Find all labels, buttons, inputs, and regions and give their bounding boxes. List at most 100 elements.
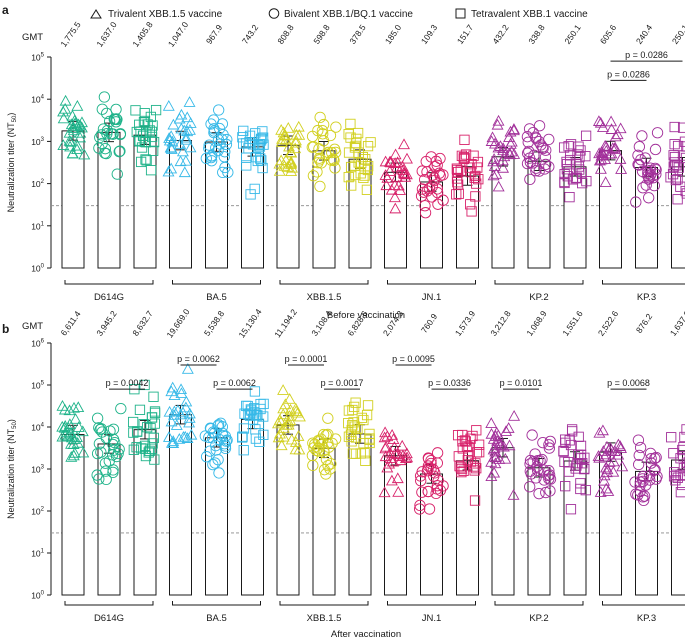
legend-label: Bivalent XBB.1/BQ.1 vaccine <box>284 9 413 20</box>
data-point-triangle <box>289 443 302 455</box>
data-point-triangle <box>289 136 302 148</box>
data-point-square <box>345 132 356 143</box>
data-point-circle <box>524 173 536 186</box>
gmt-value: 250.1 <box>562 22 583 45</box>
data-point-square <box>365 137 376 148</box>
data-point-square <box>451 163 462 174</box>
data-point-square <box>670 475 681 486</box>
data-point-triangle <box>283 393 296 404</box>
gmt-value: 240.4 <box>634 22 655 45</box>
data-point-triangle <box>284 146 297 158</box>
category-bracket <box>64 280 154 285</box>
data-point-circle <box>213 467 225 479</box>
y-tick-base: 10 <box>31 549 41 559</box>
p-value-label: p = 0.0101 <box>500 378 543 388</box>
data-point-circle <box>524 156 537 168</box>
y-axis-label-subscript: 50 <box>12 115 18 122</box>
data-point-square <box>465 199 476 210</box>
data-point-circle <box>212 144 224 157</box>
data-point-square <box>343 431 355 442</box>
data-point-triangle <box>496 154 509 166</box>
data-point-square <box>561 156 572 168</box>
data-point-triangle <box>175 108 188 120</box>
gmt-value: 1,405.8 <box>130 20 155 49</box>
bar-XBB.1.5-1 <box>312 447 336 596</box>
data-point-square <box>245 404 256 415</box>
category-bracket <box>602 601 685 606</box>
data-point-triangle <box>293 129 306 140</box>
data-point-circle <box>526 429 538 441</box>
data-point-square <box>145 423 156 434</box>
p-value-label: p = 0.0336 <box>428 378 471 388</box>
data-point-square <box>565 139 577 150</box>
data-point-square <box>360 455 371 466</box>
data-point-square <box>246 405 257 416</box>
data-point-square <box>145 111 156 123</box>
data-point-triangle <box>607 455 620 467</box>
data-point-square <box>472 162 483 173</box>
data-point-triangle <box>594 163 607 174</box>
data-point-triangle <box>601 463 614 475</box>
data-point-square <box>350 169 361 181</box>
data-point-circle <box>325 458 337 470</box>
data-point-circle <box>644 169 657 181</box>
data-point-circle <box>213 122 226 135</box>
data-point-square <box>141 155 152 166</box>
data-point-triangle <box>489 451 502 463</box>
data-point-triangle <box>66 147 79 159</box>
category-bracket <box>64 601 154 606</box>
data-point-triangle <box>181 363 194 374</box>
data-point-triangle <box>507 489 520 500</box>
gmt-value: 109.3 <box>419 22 440 45</box>
data-point-square <box>558 142 570 153</box>
data-point-square <box>346 180 357 191</box>
gmt-value: 605.6 <box>598 22 619 45</box>
legend-triangle-icon <box>90 9 102 19</box>
data-point-square <box>574 164 585 175</box>
data-point-circle <box>419 200 431 212</box>
data-point-square <box>558 446 569 457</box>
data-point-square <box>575 145 586 156</box>
data-point-square <box>680 152 685 164</box>
data-point-circle <box>523 123 536 135</box>
data-point-square <box>560 437 571 448</box>
data-point-circle <box>649 162 661 175</box>
y-tick-exponent: 5 <box>41 53 45 59</box>
data-point-circle <box>428 172 440 184</box>
data-point-circle <box>217 166 229 179</box>
data-point-circle <box>313 436 325 448</box>
data-point-square <box>237 431 248 442</box>
data-point-circle <box>317 118 330 131</box>
data-point-circle <box>415 475 427 487</box>
data-point-square <box>150 104 162 116</box>
data-point-triangle <box>600 466 613 478</box>
y-tick-base: 10 <box>31 507 41 517</box>
gmt-value: 1,551.6 <box>560 309 585 338</box>
data-point-square <box>572 149 583 160</box>
data-point-square <box>457 443 468 454</box>
data-point-triangle <box>67 449 80 461</box>
data-point-triangle <box>179 154 192 166</box>
gmt-value: 378.5 <box>347 22 368 45</box>
data-point-square <box>451 173 463 184</box>
data-point-square <box>580 485 591 496</box>
data-point-square <box>244 408 256 419</box>
y-axis-label: Neutralization titer (NT50) <box>6 113 18 213</box>
data-point-triangle <box>292 120 305 132</box>
data-point-triangle <box>72 401 85 413</box>
data-point-circle <box>220 435 232 447</box>
data-point-triangle <box>168 389 181 400</box>
data-point-square <box>346 424 357 436</box>
data-point-triangle <box>65 438 78 449</box>
bar-D614G-0 <box>61 434 85 596</box>
data-point-triangle <box>605 147 618 159</box>
category-label-JN.1: JN.1 <box>422 292 442 303</box>
data-point-circle <box>529 448 541 460</box>
data-point-triangle <box>57 112 70 124</box>
data-point-circle <box>100 147 112 160</box>
data-point-triangle <box>602 485 615 496</box>
data-point-triangle <box>283 410 296 421</box>
data-point-circle <box>326 437 338 450</box>
data-point-triangle <box>275 439 288 451</box>
